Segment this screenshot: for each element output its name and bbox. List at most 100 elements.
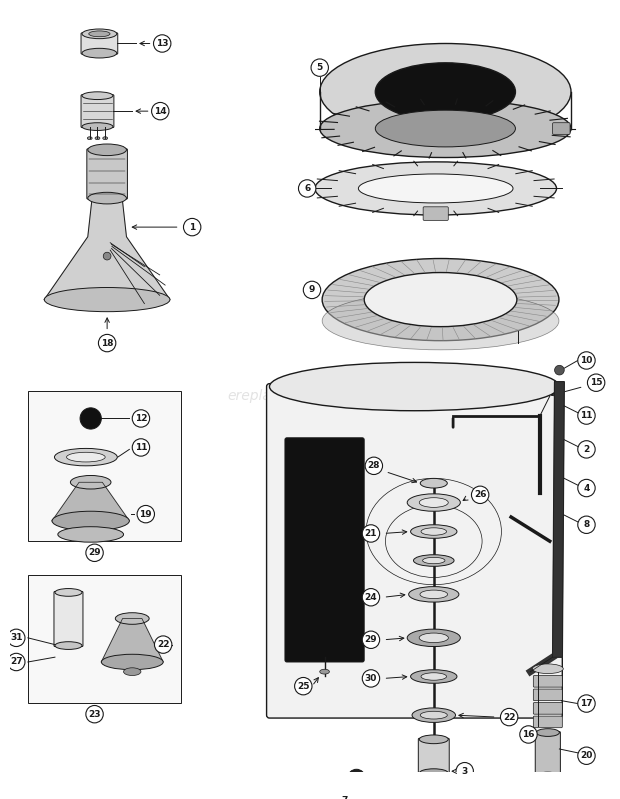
Circle shape <box>80 407 101 429</box>
Text: 5: 5 <box>317 63 323 72</box>
Text: 21: 21 <box>365 529 377 538</box>
Text: 12: 12 <box>135 414 147 423</box>
FancyBboxPatch shape <box>533 689 562 701</box>
Ellipse shape <box>320 670 329 674</box>
FancyBboxPatch shape <box>533 702 562 714</box>
Circle shape <box>86 706 104 723</box>
Ellipse shape <box>410 525 457 539</box>
Ellipse shape <box>55 642 82 650</box>
FancyBboxPatch shape <box>533 716 562 728</box>
FancyBboxPatch shape <box>28 392 180 541</box>
Circle shape <box>294 678 312 695</box>
Circle shape <box>578 407 595 424</box>
Circle shape <box>362 525 379 543</box>
FancyBboxPatch shape <box>285 438 364 662</box>
Ellipse shape <box>87 137 92 140</box>
Ellipse shape <box>58 527 123 543</box>
Ellipse shape <box>44 288 170 312</box>
Ellipse shape <box>88 144 126 156</box>
Text: 11: 11 <box>135 443 147 452</box>
Ellipse shape <box>419 769 448 777</box>
Text: 16: 16 <box>522 730 534 739</box>
Text: 24: 24 <box>365 593 377 602</box>
FancyBboxPatch shape <box>552 123 570 134</box>
Circle shape <box>99 335 116 352</box>
Ellipse shape <box>95 137 100 140</box>
Text: 22: 22 <box>157 640 169 649</box>
Ellipse shape <box>52 511 130 531</box>
Ellipse shape <box>320 43 571 140</box>
Ellipse shape <box>82 29 117 38</box>
Ellipse shape <box>414 555 454 566</box>
Polygon shape <box>552 382 564 657</box>
Ellipse shape <box>536 729 559 737</box>
Polygon shape <box>101 618 163 662</box>
Circle shape <box>348 769 365 787</box>
Circle shape <box>132 439 149 456</box>
Ellipse shape <box>115 613 149 624</box>
Circle shape <box>7 654 25 670</box>
Circle shape <box>154 35 171 52</box>
Ellipse shape <box>82 92 113 100</box>
Text: 26: 26 <box>474 491 487 499</box>
Text: 31: 31 <box>10 634 22 642</box>
Circle shape <box>86 544 104 562</box>
FancyBboxPatch shape <box>54 591 83 646</box>
Ellipse shape <box>420 479 447 488</box>
Circle shape <box>578 352 595 369</box>
Ellipse shape <box>364 272 517 327</box>
Ellipse shape <box>270 363 559 411</box>
Ellipse shape <box>66 452 105 462</box>
Ellipse shape <box>82 123 113 130</box>
Ellipse shape <box>419 633 448 642</box>
Text: 4: 4 <box>583 483 590 492</box>
Circle shape <box>578 441 595 458</box>
FancyBboxPatch shape <box>423 207 448 221</box>
Circle shape <box>587 374 605 392</box>
Text: 14: 14 <box>154 106 167 116</box>
Circle shape <box>104 252 111 260</box>
Circle shape <box>578 516 595 534</box>
Circle shape <box>137 506 154 523</box>
Ellipse shape <box>123 668 141 675</box>
Ellipse shape <box>533 664 564 674</box>
Text: 10: 10 <box>580 356 593 365</box>
Ellipse shape <box>419 498 448 507</box>
Circle shape <box>456 762 474 780</box>
Polygon shape <box>44 193 170 300</box>
Text: 27: 27 <box>10 658 22 666</box>
Text: 29: 29 <box>88 548 101 557</box>
Ellipse shape <box>407 629 460 646</box>
FancyBboxPatch shape <box>535 732 560 777</box>
Ellipse shape <box>419 735 448 744</box>
Text: 11: 11 <box>580 411 593 420</box>
Circle shape <box>578 479 595 497</box>
Circle shape <box>362 631 379 649</box>
Ellipse shape <box>89 31 110 37</box>
Text: 30: 30 <box>365 674 377 683</box>
Text: 19: 19 <box>140 510 152 519</box>
Text: 15: 15 <box>590 378 603 388</box>
Ellipse shape <box>420 590 448 598</box>
Text: 29: 29 <box>365 635 377 644</box>
FancyBboxPatch shape <box>28 575 180 702</box>
Text: 8: 8 <box>583 520 590 529</box>
Ellipse shape <box>423 558 445 564</box>
Text: 1: 1 <box>189 223 195 232</box>
Ellipse shape <box>88 193 126 204</box>
Ellipse shape <box>409 586 459 602</box>
Ellipse shape <box>375 110 515 147</box>
Ellipse shape <box>55 589 82 596</box>
FancyBboxPatch shape <box>418 738 449 774</box>
Text: ereplacementparts.com: ereplacementparts.com <box>227 389 393 403</box>
Circle shape <box>471 486 489 503</box>
Ellipse shape <box>71 475 111 489</box>
Ellipse shape <box>412 708 456 722</box>
Circle shape <box>362 670 379 687</box>
Circle shape <box>554 365 564 375</box>
FancyBboxPatch shape <box>267 384 562 718</box>
Ellipse shape <box>315 162 557 215</box>
Circle shape <box>578 695 595 712</box>
Ellipse shape <box>55 448 117 466</box>
Text: 28: 28 <box>368 461 380 471</box>
